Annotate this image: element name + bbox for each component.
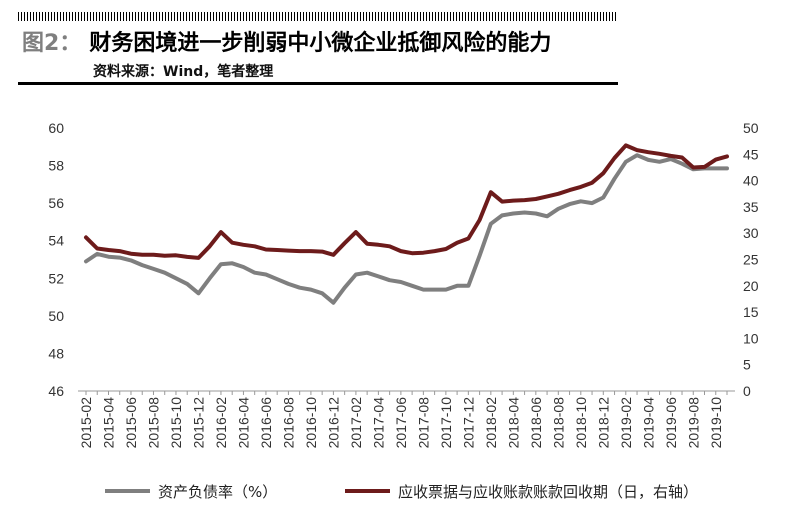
x-tick-label: 2016-10	[303, 397, 319, 449]
x-tick-label: 2016-08	[280, 397, 296, 449]
x-tick-label: 2016-06	[258, 397, 274, 449]
x-tick-label: 2017-06	[393, 397, 409, 449]
y-right-tick-label: 0	[743, 383, 751, 399]
header-top-rule	[18, 12, 618, 21]
x-tick-label: 2016-04	[235, 397, 251, 449]
y-left-tick-label: 52	[48, 270, 64, 286]
y-right-tick-label: 20	[743, 278, 759, 294]
y-right-tick-label: 40	[743, 173, 759, 189]
y-left-tick-label: 50	[48, 308, 64, 324]
y-right-tick-label: 45	[743, 146, 759, 162]
x-tick-label: 2018-06	[528, 397, 544, 449]
x-tick-label: 2017-08	[415, 397, 431, 449]
y-right-tick-label: 35	[743, 199, 759, 215]
y-left-tick-label: 60	[48, 120, 64, 136]
x-tick-label: 2015-06	[123, 397, 139, 449]
header-bottom-rule	[18, 82, 618, 85]
x-tick-label: 2018-12	[595, 397, 611, 449]
x-tick-label: 2015-08	[145, 397, 161, 449]
y-right-tick-label: 50	[743, 120, 759, 136]
x-tick-label: 2018-02	[483, 397, 499, 449]
series-line-debt-ratio	[84, 153, 729, 305]
x-tick-label: 2017-02	[348, 397, 364, 449]
x-tick-label: 2019-10	[708, 397, 724, 449]
y-right-tick-label: 25	[743, 252, 759, 268]
series-line-receivable-days	[84, 143, 729, 260]
x-tick-label: 2018-04	[505, 397, 521, 449]
x-tick-label: 2019-04	[640, 397, 656, 449]
x-tick-label: 2017-10	[438, 397, 454, 449]
y-right-tick-label: 30	[743, 225, 759, 241]
figure-title: 财务困境进一步削弱中小微企业抵御风险的能力	[89, 31, 552, 56]
y-left-tick-label: 58	[48, 158, 64, 174]
x-tick-label: 2018-10	[573, 397, 589, 449]
x-tick-label: 2015-04	[100, 397, 116, 449]
y-left-tick-label: 54	[48, 233, 64, 249]
x-tick-label: 2015-12	[190, 397, 206, 449]
y-right-tick-label: 15	[743, 304, 759, 320]
x-tick-label: 2019-06	[663, 397, 679, 449]
y-left-tick-label: 48	[48, 345, 64, 361]
y-right-tick-label: 10	[743, 330, 759, 346]
y-right-tick-label: 5	[743, 357, 751, 373]
x-tick-label: 2017-12	[460, 397, 476, 449]
x-tick-label: 2017-04	[370, 397, 386, 449]
legend-label-debt-ratio: 资产负债率（%）	[158, 483, 277, 501]
x-tick-label: 2016-02	[213, 397, 229, 449]
source-note: 资料来源：Wind，笔者整理	[93, 64, 274, 80]
x-tick-label: 2018-08	[550, 397, 566, 449]
legend-label-receivable-days: 应收票据与应收账款账款回收期（日，右轴）	[398, 483, 698, 501]
x-tick-label: 2015-10	[168, 397, 184, 449]
x-tick-label: 2016-12	[325, 397, 341, 449]
x-tick-label: 2019-02	[618, 397, 634, 449]
figure-label: 图2：	[22, 31, 82, 56]
y-left-tick-label: 46	[48, 383, 64, 399]
y-left-tick-label: 56	[48, 195, 64, 211]
x-tick-label: 2015-02	[78, 397, 94, 449]
figure-title-row: 图2： 财务困境进一步削弱中小微企业抵御风险的能力	[22, 24, 551, 58]
x-tick-label: 2019-08	[685, 397, 701, 449]
